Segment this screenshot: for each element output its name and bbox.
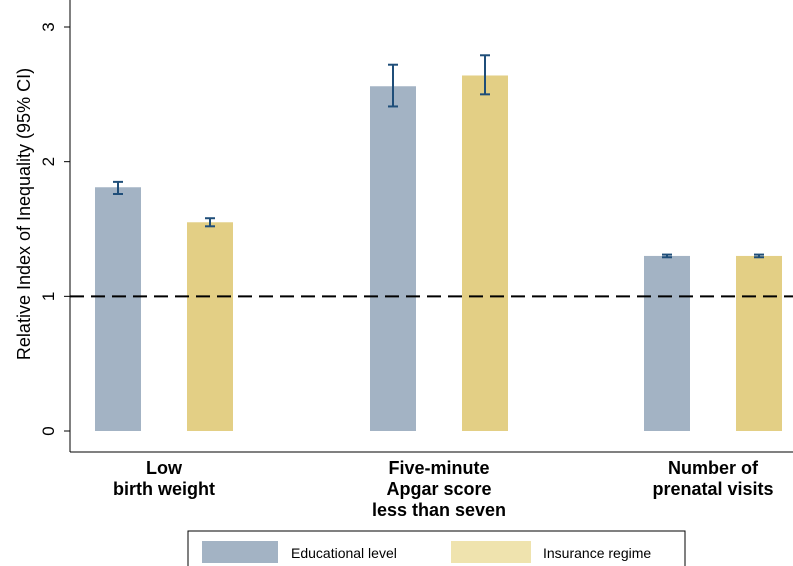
- error-bar: [754, 253, 764, 259]
- category-labels: Low birth weight Five-minute Apgar score les…: [113, 458, 774, 520]
- y-tick-label: 2: [39, 157, 58, 166]
- error-bar: [388, 63, 398, 108]
- bar-insurance-regime-1: [462, 75, 508, 431]
- bars: [95, 75, 782, 432]
- y-tick-label: 3: [39, 22, 58, 31]
- error-bar: [113, 180, 123, 195]
- bar-educational-level-2: [644, 255, 690, 431]
- error-bar: [480, 54, 490, 96]
- category-label: Number of prenatal visits: [652, 458, 773, 499]
- y-axis-label: Relative Index of Inequality (95% CI): [14, 68, 34, 360]
- legend: Educational level Insurance regime: [187, 530, 686, 566]
- error-bar: [205, 217, 215, 228]
- y-tick-label: 1: [39, 292, 58, 301]
- y-tick-label: 0: [39, 426, 58, 435]
- bar-insurance-regime-2: [736, 255, 782, 431]
- bar-educational-level-1: [370, 86, 416, 432]
- bar-educational-level-0: [95, 187, 141, 431]
- error-bar: [662, 253, 672, 259]
- error-bars: [113, 54, 764, 259]
- category-label: Five-minute Apgar score less than seven: [372, 458, 506, 520]
- bar-insurance-regime-0: [187, 222, 233, 431]
- y-axis: 0 1 2 3: [39, 22, 70, 436]
- legend-swatch-educational-level: [202, 541, 278, 563]
- category-label: Low birth weight: [113, 458, 215, 499]
- legend-label-educational-level: Educational level: [291, 545, 397, 561]
- legend-swatch-insurance-regime: [451, 541, 531, 563]
- legend-label-insurance-regime: Insurance regime: [543, 545, 651, 561]
